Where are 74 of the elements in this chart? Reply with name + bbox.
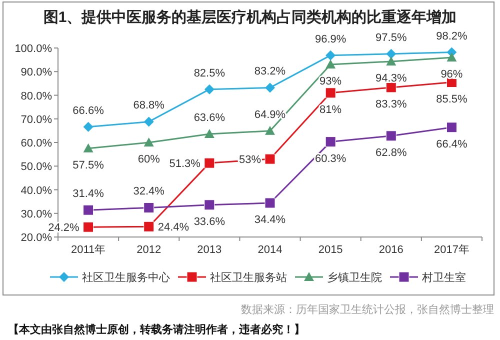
point: [144, 138, 154, 146]
y-tick-label: 70.0%: [20, 114, 52, 126]
data-label: 81%: [320, 104, 342, 116]
point: [144, 221, 154, 232]
x-tick-label: 2014: [258, 244, 282, 256]
data-label: 60.3%: [314, 152, 346, 165]
point: [83, 143, 94, 152]
data-label: 68.8%: [133, 100, 165, 112]
data-label: 66.6%: [72, 104, 104, 117]
point: [386, 82, 396, 93]
point: [204, 158, 215, 168]
y-tick-label: 100.0%: [14, 43, 52, 55]
y-tick-label: 30.0%: [20, 208, 52, 220]
source-note: 数据来源：历年国家卫生统计公报，张自然博士整理: [241, 303, 494, 316]
point: [83, 204, 94, 216]
point: [446, 52, 457, 62]
data-label: 96.9%: [314, 33, 346, 46]
point: [446, 122, 457, 133]
x-tick-label: 2017年: [434, 244, 470, 256]
data-label: 96%: [440, 68, 463, 80]
data-label: 66.4%: [436, 138, 468, 150]
point: [386, 48, 396, 59]
data-label: 24.4%: [158, 222, 190, 234]
x-tick-label: 2011年: [70, 244, 106, 256]
data-label: 60%: [138, 154, 160, 166]
point: [326, 60, 336, 69]
point: [326, 50, 336, 60]
x-tick-label: 2015: [318, 244, 343, 256]
data-label: 82.5%: [194, 67, 226, 80]
data-label: 97.5%: [376, 32, 407, 44]
x-tick-label: 2013: [197, 244, 222, 256]
x-tick-label: 2012: [136, 244, 162, 256]
point: [386, 56, 396, 66]
point: [325, 88, 336, 98]
y-tick-label: 20.0%: [20, 232, 52, 244]
data-label: 62.8%: [376, 146, 407, 159]
point: [83, 122, 94, 132]
point: [144, 202, 154, 213]
y-tick-label: 90.0%: [20, 66, 52, 79]
legend-label: 社区卫生服务中心: [82, 271, 170, 284]
data-label: 31.4%: [72, 188, 104, 200]
point: [204, 128, 214, 138]
data-label: 85.5%: [436, 93, 468, 106]
point: [204, 200, 215, 210]
data-label: 93%: [320, 76, 342, 88]
data-label: 83.2%: [254, 66, 286, 78]
chart-title: 图1、提供中医服务的基层医疗机构占同类机构的比重逐年增加: [43, 9, 457, 26]
data-label: 98.2%: [436, 30, 468, 42]
data-label: 51.3%: [169, 158, 201, 170]
data-label: 63.6%: [194, 112, 226, 124]
data-label: 94.3%: [376, 72, 407, 84]
legend-label: 社区卫生服务站: [210, 271, 287, 284]
point: [265, 82, 275, 93]
point: [325, 136, 336, 148]
legend-label: 乡镇卫生院: [327, 271, 382, 284]
point: [264, 154, 276, 164]
y-tick-label: 60.0%: [20, 138, 52, 150]
y-tick-label: 50.0%: [20, 161, 52, 174]
point: [264, 198, 276, 208]
point: [204, 84, 214, 94]
x-tick-label: 2016: [378, 244, 404, 256]
legend-label: 村卫生室: [421, 271, 466, 284]
point: [144, 116, 154, 127]
point: [265, 126, 275, 135]
data-label: 33.6%: [194, 216, 226, 228]
point: [83, 222, 94, 232]
data-label: 57.5%: [72, 159, 104, 172]
data-label: 34.4%: [254, 214, 286, 226]
point: [386, 130, 396, 142]
text: 【本文由张自然博士原创，转载务请注明作者，违者必究！】: [8, 323, 305, 336]
data-label: 83.3%: [376, 98, 407, 110]
y-tick-label: 80.0%: [20, 90, 52, 102]
data-label: 32.4%: [133, 186, 165, 198]
y-tick-label: 40.0%: [20, 184, 52, 197]
